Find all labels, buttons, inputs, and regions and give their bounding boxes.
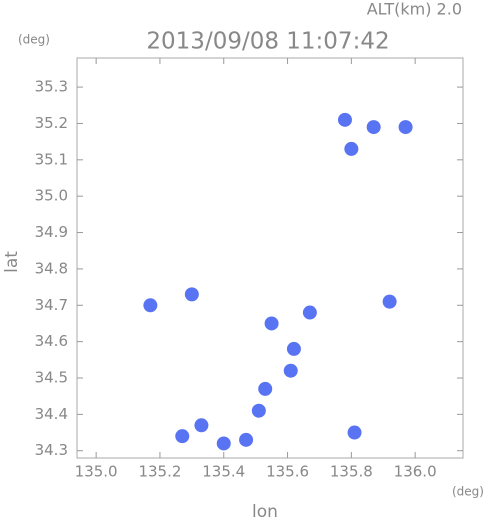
- echo: [366, 120, 381, 135]
- y-tick-label: 35.1: [35, 150, 68, 168]
- echo: [264, 316, 279, 331]
- y-tick-label: 35.2: [35, 114, 68, 132]
- echo: [344, 141, 359, 156]
- y-tick-label: 35.3: [35, 78, 68, 96]
- x-axis-label: lon: [252, 502, 278, 521]
- x-tick-label: 136.0: [394, 463, 437, 481]
- y-tick-label: 35.0: [35, 187, 68, 205]
- echo: [302, 305, 317, 320]
- echo: [347, 425, 362, 440]
- echo: [239, 432, 254, 447]
- altitude-label: ALT(km) 2.0: [367, 0, 462, 19]
- echo: [398, 120, 413, 135]
- echo: [337, 112, 352, 127]
- echo: [382, 294, 397, 309]
- echo: [283, 363, 298, 378]
- x-tick-label: 135.4: [202, 463, 245, 481]
- y-axis-label: lat: [2, 251, 22, 273]
- y-unit: (deg): [18, 33, 50, 47]
- x-tick-label: 135.0: [75, 463, 118, 481]
- y-tick-label: 34.5: [35, 369, 68, 387]
- y-tick-label: 34.3: [35, 441, 68, 459]
- x-tick-label: 135.8: [330, 463, 373, 481]
- y-tick-label: 34.6: [35, 332, 68, 350]
- echo: [184, 287, 199, 302]
- plot-frame: [76, 57, 464, 459]
- x-tick-label: 135.6: [266, 463, 309, 481]
- y-tick-label: 34.9: [35, 223, 68, 241]
- y-tick-label: 34.7: [35, 296, 68, 314]
- x-tick-label: 135.2: [138, 463, 181, 481]
- echo: [216, 436, 231, 451]
- y-tick-label: 34.8: [35, 259, 68, 277]
- echo: [194, 418, 209, 433]
- echo: [143, 298, 158, 313]
- echo: [175, 429, 190, 444]
- x-unit: (deg): [452, 485, 484, 499]
- echo: [286, 341, 301, 356]
- echo: [258, 381, 273, 396]
- chart-title: 2013/09/08 11:07:42: [146, 29, 389, 55]
- echo: [251, 403, 266, 418]
- y-tick-label: 34.4: [35, 405, 68, 423]
